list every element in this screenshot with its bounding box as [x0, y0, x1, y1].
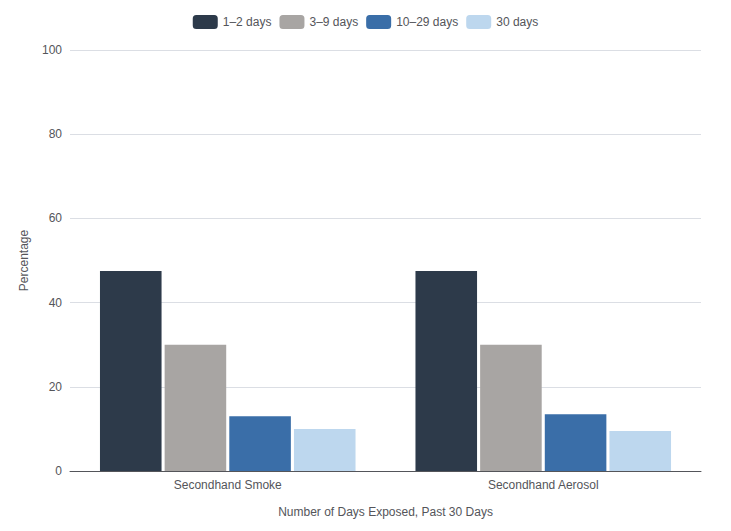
svg-text:30 days: 30 days — [496, 15, 538, 29]
svg-text:Secondhand Aerosol: Secondhand Aerosol — [488, 478, 599, 492]
svg-text:60: 60 — [49, 211, 63, 225]
svg-text:1–2 days: 1–2 days — [223, 15, 272, 29]
svg-text:40: 40 — [49, 296, 63, 310]
svg-text:100: 100 — [42, 43, 62, 57]
svg-text:Percentage: Percentage — [17, 229, 31, 291]
svg-text:20: 20 — [49, 380, 63, 394]
svg-text:Secondhand Smoke: Secondhand Smoke — [174, 478, 282, 492]
svg-text:10–29 days: 10–29 days — [396, 15, 458, 29]
svg-text:3–9 days: 3–9 days — [309, 15, 358, 29]
svg-text:80: 80 — [49, 127, 63, 141]
svg-text:Number of Days Exposed, Past 3: Number of Days Exposed, Past 30 Days — [278, 505, 493, 519]
svg-text:0: 0 — [55, 464, 62, 478]
